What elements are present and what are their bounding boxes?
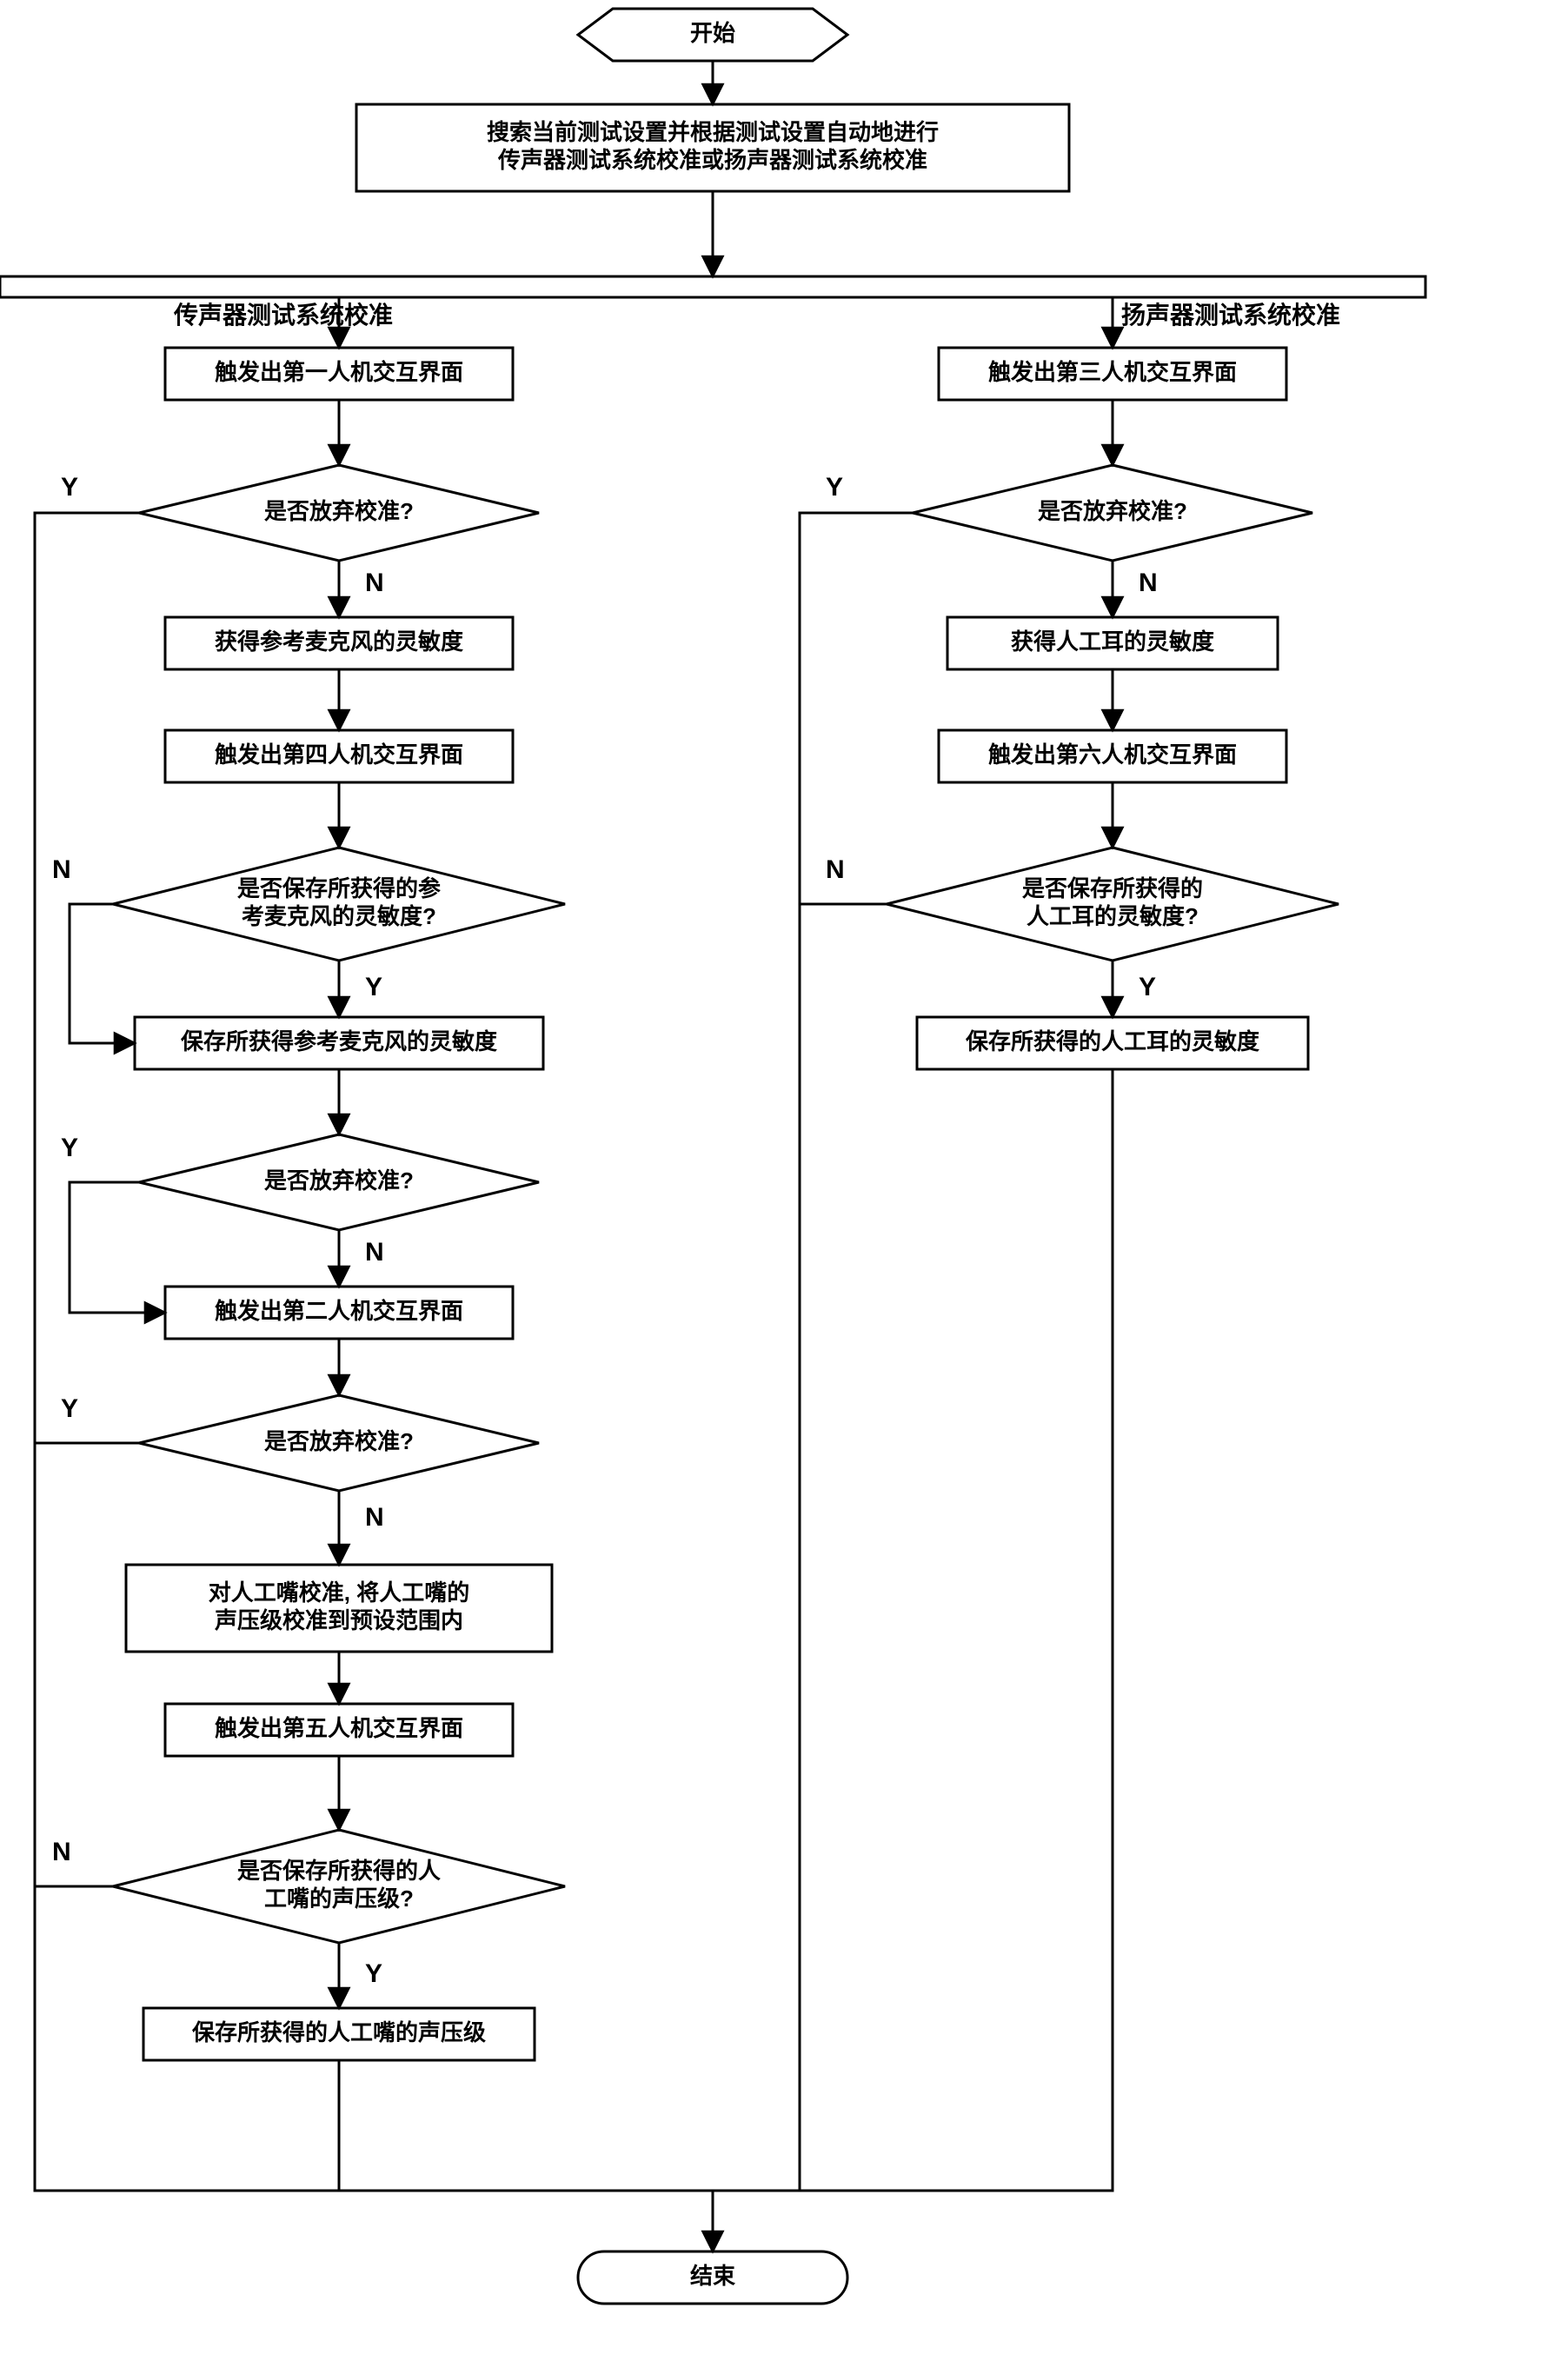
edge-l_d3_yes_out: [70, 1182, 165, 1313]
yn-label: N: [1139, 569, 1158, 597]
edge-r_d1_yes_out: [800, 513, 913, 2191]
svg-text:是否放弃校准?: 是否放弃校准?: [264, 1428, 414, 1454]
yn-label: Y: [826, 473, 843, 502]
svg-text:触发出第三人机交互界面: 触发出第三人机交互界面: [988, 359, 1237, 385]
svg-text:保存所获得的人工嘴的声压级: 保存所获得的人工嘴的声压级: [191, 2019, 486, 2045]
yn-label: Y: [365, 1959, 382, 1988]
edge-l_d5_no_out: [35, 1886, 113, 2191]
svg-text:结束: 结束: [690, 2263, 736, 2289]
svg-text:获得人工耳的灵敏度: 获得人工耳的灵敏度: [1011, 628, 1214, 655]
svg-text:是否放弃校准?: 是否放弃校准?: [1038, 498, 1187, 524]
svg-text:触发出第二人机交互界面: 触发出第二人机交互界面: [215, 1298, 463, 1324]
edge-l_d2_no_out: [70, 904, 135, 1043]
yn-label: N: [365, 1503, 384, 1532]
svg-text:触发出第六人机交互界面: 触发出第六人机交互界面: [988, 742, 1237, 768]
yn-label: N: [52, 855, 71, 884]
branch-label: 传声器测试系统校准: [173, 301, 393, 329]
svg-text:保存所获得参考麦克风的灵敏度: 保存所获得参考麦克风的灵敏度: [180, 1028, 497, 1054]
branch-label: 扬声器测试系统校准: [1121, 301, 1340, 329]
svg-text:开始: 开始: [690, 20, 735, 46]
edge-r_p2_down: [713, 1069, 1113, 2191]
svg-text:是否放弃校准?: 是否放弃校准?: [264, 1167, 414, 1194]
svg-text:对人工嘴校准, 将人工嘴的声压级校准到预设范围内: 对人工嘴校准, 将人工嘴的声压级校准到预设范围内: [209, 1580, 469, 1633]
yn-label: Y: [61, 1134, 78, 1162]
flowchart-canvas: 开始搜索当前测试设置并根据测试设置自动地进行传声器测试系统校准或扬声器测试系统校…: [0, 0, 1568, 2361]
svg-text:触发出第五人机交互界面: 触发出第五人机交互界面: [215, 1715, 463, 1741]
svg-text:是否保存所获得的参考麦克风的灵敏度?: 是否保存所获得的参考麦克风的灵敏度?: [237, 875, 441, 929]
edge-l_p4_down: [339, 2060, 713, 2191]
svg-text:触发出第一人机交互界面: 触发出第一人机交互界面: [215, 359, 463, 385]
yn-label: N: [365, 1238, 384, 1267]
node-bar: [0, 276, 1425, 297]
yn-label: Y: [365, 973, 382, 1001]
yn-label: N: [826, 855, 845, 884]
yn-label: Y: [61, 473, 78, 502]
edge-l_d1_yes_out: [35, 513, 713, 2251]
yn-label: Y: [61, 1394, 78, 1423]
svg-text:触发出第四人机交互界面: 触发出第四人机交互界面: [215, 742, 463, 768]
yn-label: N: [52, 1838, 71, 1866]
svg-text:是否放弃校准?: 是否放弃校准?: [264, 498, 414, 524]
svg-text:保存所获得的人工耳的灵敏度: 保存所获得的人工耳的灵敏度: [965, 1028, 1259, 1054]
svg-text:搜索当前测试设置并根据测试设置自动地进行传声器测试系统校准或: 搜索当前测试设置并根据测试设置自动地进行传声器测试系统校准或扬声器测试系统校准: [487, 119, 939, 173]
yn-label: Y: [1139, 973, 1156, 1001]
edge-l_d4_yes_out: [35, 1443, 139, 2191]
svg-text:是否保存所获得的人工耳的灵敏度?: 是否保存所获得的人工耳的灵敏度?: [1022, 875, 1203, 929]
svg-text:是否保存所获得的人工嘴的声压级?: 是否保存所获得的人工嘴的声压级?: [237, 1858, 441, 1912]
svg-text:获得参考麦克风的灵敏度: 获得参考麦克风的灵敏度: [215, 628, 463, 655]
yn-label: N: [365, 569, 384, 597]
